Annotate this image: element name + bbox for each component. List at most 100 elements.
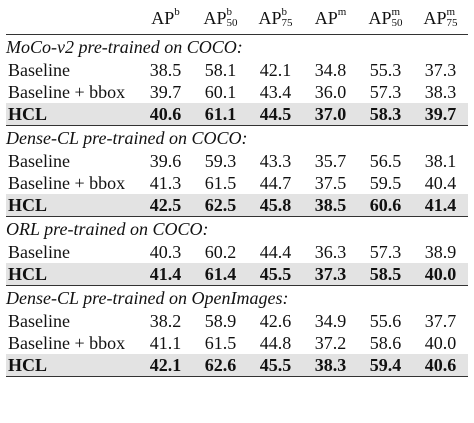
value-cell: 60.1 — [204, 82, 237, 102]
data-row: HCL 42.5 62.5 45.8 38.5 60.6 41.4 — [6, 194, 468, 217]
value-cell: 41.4 — [413, 194, 468, 217]
header-scripts: b — [174, 5, 180, 29]
value-cell: 34.9 — [314, 311, 347, 331]
value-cell: 37.0 — [303, 103, 358, 126]
value-cell: 61.1 — [193, 103, 248, 126]
header-sub: 75 — [281, 16, 293, 29]
value-cell: 56.5 — [369, 151, 402, 171]
row-label: Baseline + bbox — [8, 173, 126, 193]
row-label: HCL — [6, 194, 138, 217]
value-cell: 44.5 — [248, 103, 303, 126]
value-cell: 61.5 — [204, 333, 237, 353]
value-cell: 42.6 — [259, 311, 292, 331]
header-scripts: m 75 — [447, 6, 458, 29]
value-cell: 39.7 — [413, 103, 468, 126]
value-cell: 38.3 — [424, 82, 457, 102]
value-cell: 60.6 — [358, 194, 413, 217]
value-cell: 45.5 — [248, 263, 303, 286]
row-label: Baseline + bbox — [8, 333, 126, 353]
value-cell: 59.4 — [358, 354, 413, 377]
header-cell: AP m 75 — [413, 0, 468, 35]
row-label: Baseline + bbox — [8, 82, 126, 102]
header-sup: m — [391, 5, 401, 18]
value-cell: 40.6 — [413, 354, 468, 377]
header-base: AP — [314, 7, 338, 28]
data-row: Baseline + bbox 41.3 61.5 44.7 37.5 59.5 40.4 — [6, 172, 468, 194]
header-scripts: m 50 — [391, 5, 403, 29]
data-row: Baseline 38.2 58.9 42.6 34.9 55.6 37.7 — [6, 310, 468, 332]
row-label: Baseline — [8, 242, 70, 262]
value-cell: 62.5 — [193, 194, 248, 217]
value-cell: 55.3 — [369, 60, 402, 80]
value-cell: 58.9 — [204, 311, 237, 331]
value-cell: 42.5 — [138, 194, 193, 217]
value-cell: 62.6 — [193, 354, 248, 377]
section-row: ORL pre-trained on COCO: — [6, 217, 468, 242]
value-cell: 58.1 — [204, 60, 237, 80]
spacer — [338, 18, 347, 29]
header-sub: 50 — [391, 16, 403, 29]
header-base: AP — [151, 7, 175, 28]
value-cell: 40.0 — [424, 333, 457, 353]
value-cell: 44.4 — [259, 242, 292, 262]
value-cell: 38.3 — [303, 354, 358, 377]
value-cell: 36.3 — [314, 242, 347, 262]
value-cell: 41.1 — [149, 333, 182, 353]
value-cell: 61.5 — [204, 173, 237, 193]
value-cell: 38.5 — [303, 194, 358, 217]
value-cell: 41.3 — [149, 173, 182, 193]
value-cell: 35.7 — [314, 151, 347, 171]
value-cell: 37.7 — [424, 311, 457, 331]
value-cell: 40.6 — [138, 103, 193, 126]
section-row: MoCo-v2 pre-trained on COCO: — [6, 35, 468, 60]
data-row: HCL 42.1 62.6 45.5 38.3 59.4 40.6 — [6, 354, 468, 377]
row-label: Baseline — [8, 151, 70, 171]
value-cell: 39.7 — [149, 82, 182, 102]
data-row: HCL 41.4 61.4 45.5 37.3 58.5 40.0 — [6, 263, 468, 286]
value-cell: 37.3 — [424, 60, 457, 80]
header-scripts: m — [338, 6, 347, 29]
data-row: Baseline + bbox 41.1 61.5 44.8 37.2 58.6 40.0 — [6, 332, 468, 354]
section-row: Dense-CL pre-trained on OpenImages: — [6, 286, 468, 311]
results-table: AP b AP b 50 AP b 75 AP m AP m 50 AP m 75 MoCo-v2 pre-… — [6, 0, 468, 377]
value-cell: 43.3 — [259, 151, 292, 171]
section-row: Dense-CL pre-trained on COCO: — [6, 126, 468, 151]
header-scripts: b 50 — [226, 5, 238, 29]
value-cell: 59.3 — [204, 151, 237, 171]
data-row: Baseline 40.3 60.2 44.4 36.3 57.3 38.9 — [6, 241, 468, 263]
header-base: AP — [368, 7, 392, 28]
header-cell: AP m — [303, 0, 358, 35]
section-title: Dense-CL pre-trained on OpenImages: — [6, 288, 289, 308]
section-title: MoCo-v2 pre-trained on COCO: — [6, 37, 243, 57]
value-cell: 34.8 — [314, 60, 347, 80]
header-cell: AP m 50 — [358, 0, 413, 35]
value-cell: 43.4 — [259, 82, 292, 102]
value-cell: 37.5 — [314, 173, 347, 193]
value-cell: 59.5 — [369, 173, 402, 193]
header-base: AP — [258, 7, 282, 28]
value-cell: 40.4 — [424, 173, 457, 193]
section-title: ORL pre-trained on COCO: — [6, 219, 209, 239]
header-row: AP b AP b 50 AP b 75 AP m AP m 50 AP m 75 — [6, 0, 468, 35]
value-cell: 58.3 — [358, 103, 413, 126]
value-cell: 39.6 — [149, 151, 182, 171]
header-sup: b — [226, 5, 233, 18]
corner-cell — [6, 0, 138, 35]
value-cell: 41.4 — [138, 263, 193, 286]
value-cell: 40.3 — [149, 242, 182, 262]
header-cell: AP b — [138, 0, 193, 35]
data-row: Baseline 39.6 59.3 43.3 35.7 56.5 38.1 — [6, 150, 468, 172]
header-sup: b — [174, 5, 180, 18]
value-cell: 44.7 — [259, 173, 292, 193]
value-cell: 45.5 — [248, 354, 303, 377]
value-cell: 57.3 — [369, 82, 402, 102]
data-row: Baseline + bbox 39.7 60.1 43.4 36.0 57.3 38.3 — [6, 81, 468, 103]
value-cell: 38.9 — [424, 242, 457, 262]
header-sup: b — [281, 5, 288, 18]
header-sub: 50 — [226, 16, 238, 29]
value-cell: 38.2 — [149, 311, 182, 331]
header-base: AP — [203, 7, 227, 28]
value-cell: 42.1 — [259, 60, 292, 80]
value-cell: 37.2 — [314, 333, 347, 353]
